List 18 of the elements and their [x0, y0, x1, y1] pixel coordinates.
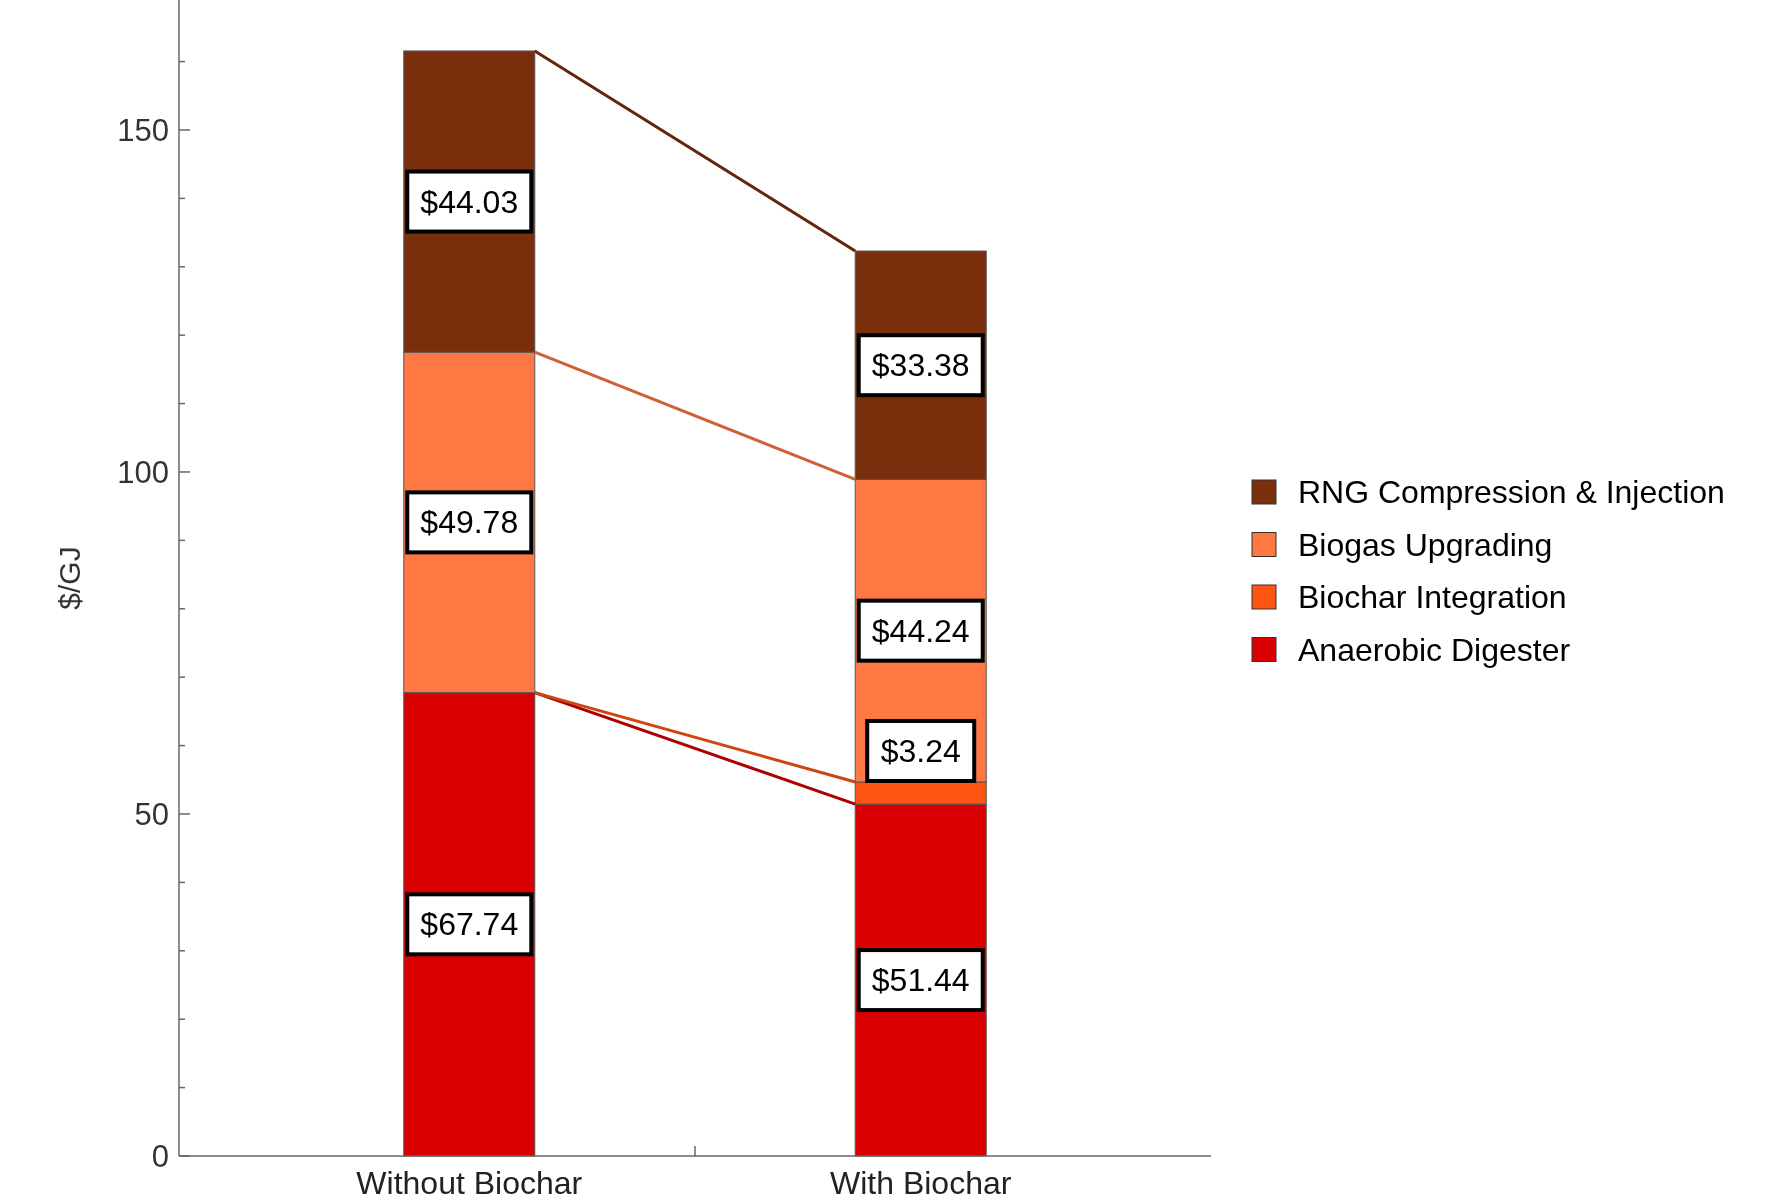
data-label: $44.03: [420, 183, 519, 220]
y-tick-label: 150: [117, 112, 169, 148]
y-tick-label: 50: [134, 796, 169, 832]
y-axis-title: $/GJ: [53, 546, 86, 610]
y-tick-label: 100: [117, 454, 169, 490]
data-label: $3.24: [880, 732, 961, 769]
data-label: $51.44: [871, 962, 970, 999]
data-label: $33.38: [871, 347, 970, 384]
x-tick-label: With Biochar: [830, 1165, 1012, 1201]
legend-label: Anaerobic Digester: [1298, 631, 1571, 668]
x-tick-label: Without Biochar: [356, 1165, 583, 1201]
legend-label: RNG Compression & Injection: [1298, 474, 1725, 510]
data-label: $44.24: [871, 612, 970, 649]
legend-label: Biogas Upgrading: [1298, 526, 1553, 563]
y-tick-label: 0: [151, 1139, 169, 1174]
data-label: $67.74: [420, 906, 519, 943]
data-label: $49.78: [420, 504, 519, 541]
legend-label: Biochar Integration: [1298, 579, 1567, 615]
